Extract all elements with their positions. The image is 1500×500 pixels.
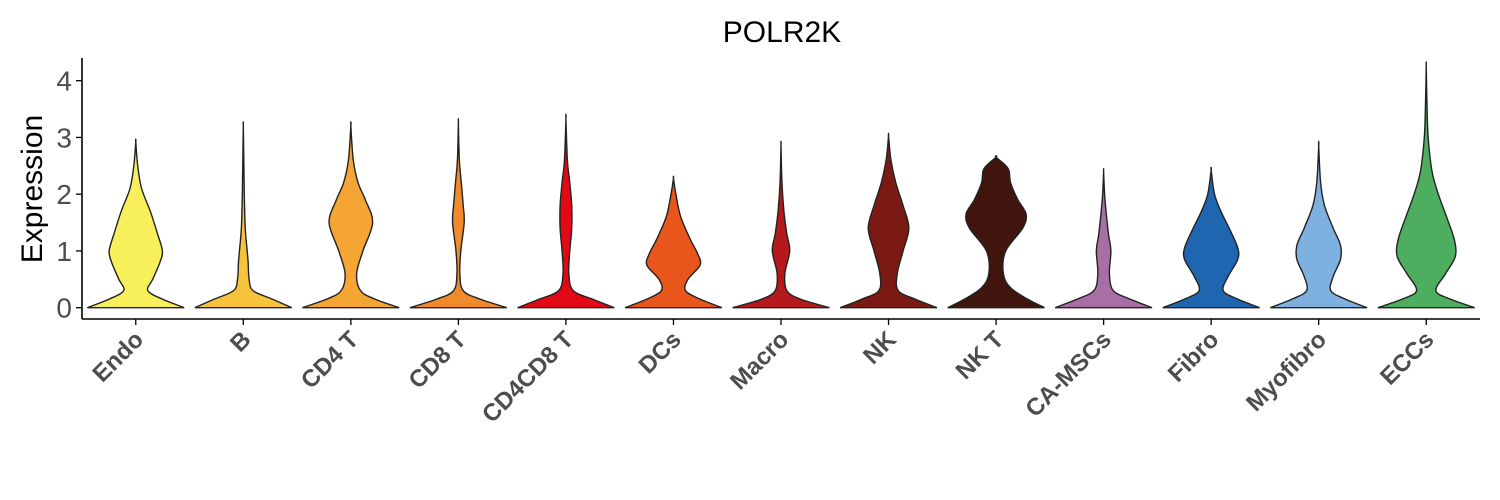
violin-cd4-t xyxy=(302,121,400,309)
violin-dcs xyxy=(624,175,723,309)
x-axis: Endo B CD4 T CD8 T CD4CD8 T DCs Macro NK NK T CA-… xyxy=(82,318,1480,428)
y-axis: 0 1 2 3 4 xyxy=(56,58,83,324)
y-tick-label: 1 xyxy=(56,236,72,267)
chart-title: POLR2K xyxy=(723,16,841,49)
violin-myofibro xyxy=(1270,140,1368,309)
x-tick-label: Myofibro xyxy=(1241,326,1332,417)
violin-ca-mscs xyxy=(1054,167,1153,309)
x-tick-label: CA-MSCs xyxy=(1020,326,1116,422)
y-axis-label: Expression xyxy=(16,115,49,263)
violin-macro xyxy=(732,140,830,309)
x-tick-label: ECCs xyxy=(1375,326,1439,390)
violin-cd4cd8-t xyxy=(517,113,615,309)
y-tick-label: 4 xyxy=(56,66,72,97)
x-tick-label: CD4CD8 T xyxy=(477,326,579,428)
x-tick-label: NK xyxy=(858,326,902,370)
violin-eccs xyxy=(1377,61,1475,309)
y-tick-label: 0 xyxy=(56,293,72,324)
x-tick-label: Fibro xyxy=(1163,326,1225,388)
x-tick-label: Endo xyxy=(87,326,149,388)
x-tick-label: NK T xyxy=(951,326,1010,385)
violin-cd8-t xyxy=(409,117,507,309)
violin-endo xyxy=(87,138,185,309)
x-tick-label: CD8 T xyxy=(404,326,472,394)
x-tick-label: CD4 T xyxy=(296,326,364,394)
x-tick-label: Macro xyxy=(725,326,794,395)
x-tick-label: B xyxy=(225,326,256,357)
x-tick-label: DCs xyxy=(634,326,687,379)
violin-nk-t xyxy=(947,155,1045,309)
y-tick-label: 3 xyxy=(56,122,72,153)
y-tick-label: 2 xyxy=(56,179,72,210)
violin-nk xyxy=(839,132,938,309)
violin-fibro xyxy=(1162,166,1260,309)
violin-b xyxy=(194,121,292,309)
violins-layer xyxy=(87,61,1475,309)
